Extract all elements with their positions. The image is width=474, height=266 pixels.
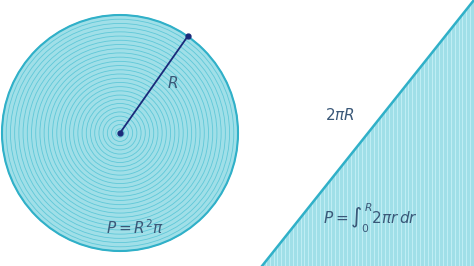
- Text: $P = \int_0^R 2\pi r\,dr$: $P = \int_0^R 2\pi r\,dr$: [322, 201, 418, 235]
- Text: $2\pi R$: $2\pi R$: [325, 107, 355, 123]
- Text: $R$: $R$: [167, 75, 178, 91]
- Text: $P = R^2\pi$: $P = R^2\pi$: [106, 219, 164, 237]
- Polygon shape: [262, 0, 474, 266]
- Circle shape: [2, 15, 238, 251]
